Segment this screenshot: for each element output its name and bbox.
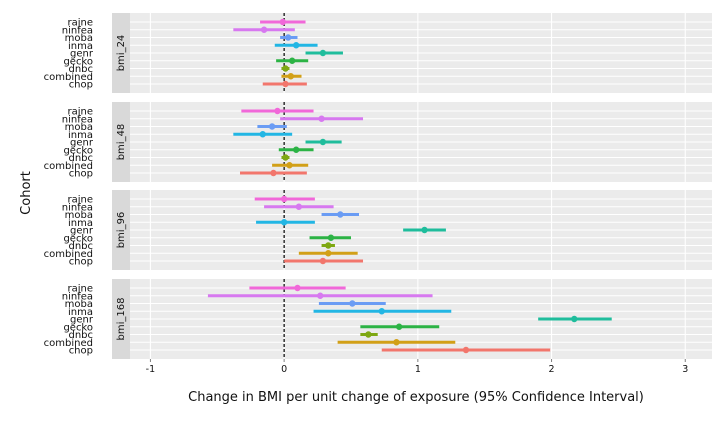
cohort-label: inma xyxy=(68,41,93,52)
estimate-point-inma xyxy=(292,42,300,49)
estimate-point-inma xyxy=(259,131,266,138)
estimate-point-chop xyxy=(462,346,470,354)
estimate-point-dnbc xyxy=(325,242,332,249)
estimate-point-dnbc xyxy=(282,154,289,161)
panel-bmi-168: bmi_168rajneninfeamobainmagenrgeckodnbcc… xyxy=(44,279,712,359)
estimate-point-gecko xyxy=(288,57,296,64)
x-tick-label: 3 xyxy=(682,364,688,375)
cohort-label: combined xyxy=(44,338,93,349)
estimate-point-moba xyxy=(349,300,356,307)
estimate-point-inma xyxy=(280,219,288,226)
cohort-label: rajne xyxy=(67,18,93,29)
cohort-label: chop xyxy=(69,346,93,357)
cohort-label: dnbc xyxy=(68,64,93,75)
cohort-label: genr xyxy=(70,138,94,149)
cohort-label: genr xyxy=(70,315,94,326)
estimate-point-inma xyxy=(378,308,385,315)
cohort-label: chop xyxy=(69,80,93,91)
cohort-label: dnbc xyxy=(68,153,93,164)
estimate-point-chop xyxy=(319,257,327,265)
facet-strip xyxy=(112,102,130,182)
estimate-point-rajne xyxy=(274,107,281,115)
estimate-point-combined xyxy=(287,73,295,80)
facet-strip-label: bmi_24 xyxy=(116,35,127,72)
estimate-point-gecko xyxy=(292,146,300,153)
x-tick-label: 0 xyxy=(281,364,287,375)
estimate-point-combined xyxy=(325,250,332,257)
y-axis-title: Cohort xyxy=(19,171,34,215)
cohort-label: rajne xyxy=(67,195,93,206)
panel-bmi-48: bmi_48 rajneninfeamobainmagenrgeckodnbcco… xyxy=(44,102,712,182)
cohort-label: dnbc xyxy=(68,241,93,252)
estimate-point-moba xyxy=(284,34,292,41)
cohort-label: rajne xyxy=(67,284,93,295)
x-axis-ticks: -1 0 1 2 3 xyxy=(146,359,688,375)
estimate-point-moba xyxy=(337,211,344,218)
estimate-point-chop xyxy=(282,80,289,88)
cohort-label: inma xyxy=(68,130,93,141)
panels-group: bmi_24rajneninfeamobainmagenrgeckodnbcco… xyxy=(44,13,712,359)
estimate-point-genr xyxy=(319,49,327,57)
cohort-label: moba xyxy=(65,33,93,44)
cohort-label: ninfea xyxy=(62,25,93,36)
estimate-point-ninfea xyxy=(260,26,268,33)
estimate-point-ninfea xyxy=(318,115,325,122)
cohort-label: chop xyxy=(69,257,93,268)
cohort-label: moba xyxy=(65,122,93,133)
cohort-label: genr xyxy=(70,226,94,237)
estimate-point-rajne xyxy=(294,284,301,292)
cohort-label: gecko xyxy=(63,322,93,333)
cohort-label: gecko xyxy=(63,56,93,67)
estimate-point-chop xyxy=(270,169,277,177)
estimate-point-genr xyxy=(571,315,578,323)
estimate-point-ninfea xyxy=(317,292,324,299)
cohort-label: gecko xyxy=(63,233,93,244)
panel-bmi-96: bmi_96 rajneninfeamobainmagenrgeckodnbcco… xyxy=(44,190,712,270)
cohort-label: gecko xyxy=(63,145,93,156)
estimate-point-gecko xyxy=(327,234,335,241)
estimate-point-combined xyxy=(286,162,293,169)
estimate-point-genr xyxy=(421,226,428,234)
cohort-label: moba xyxy=(65,299,93,310)
cohort-label: combined xyxy=(44,161,93,172)
cohort-label: ninfea xyxy=(62,202,93,213)
estimate-point-rajne xyxy=(279,18,286,26)
cohort-label: moba xyxy=(65,210,93,221)
estimate-point-moba xyxy=(268,123,276,130)
x-tick-label: 2 xyxy=(549,364,555,375)
x-tick-label: 1 xyxy=(415,364,421,375)
cohort-label: genr xyxy=(70,49,94,60)
cohort-label: ninfea xyxy=(62,114,93,125)
cohort-label: chop xyxy=(69,169,93,180)
facet-strip xyxy=(112,190,130,270)
estimate-point-dnbc xyxy=(282,65,289,72)
estimate-point-combined xyxy=(393,339,400,346)
facet-strip xyxy=(112,279,130,359)
estimate-point-genr xyxy=(319,138,327,146)
cohort-label: inma xyxy=(68,307,93,318)
x-axis-title: Change in BMI per unit change of exposur… xyxy=(188,390,644,405)
cohort-label: rajne xyxy=(67,107,93,118)
panel-bmi-24: bmi_24 rajneninfeamobainmagenrgeckodnbcco… xyxy=(44,13,712,93)
cohort-label: inma xyxy=(68,218,93,229)
cohort-label: combined xyxy=(44,249,93,260)
cohort-label: dnbc xyxy=(68,330,93,341)
estimate-point-dnbc xyxy=(365,331,372,338)
facet-strip-label: bmi_48 xyxy=(116,124,127,161)
estimate-point-rajne xyxy=(280,195,288,203)
estimate-point-gecko xyxy=(395,323,403,330)
cohort-label: combined xyxy=(44,72,93,83)
cohort-label: ninfea xyxy=(62,291,93,302)
x-tick-label: -1 xyxy=(146,364,155,375)
facet-strip xyxy=(112,13,130,93)
facet-strip-label: bmi_168 xyxy=(116,298,127,341)
estimate-point-ninfea xyxy=(295,203,303,210)
facet-strip-label: bmi_96 xyxy=(116,212,127,249)
